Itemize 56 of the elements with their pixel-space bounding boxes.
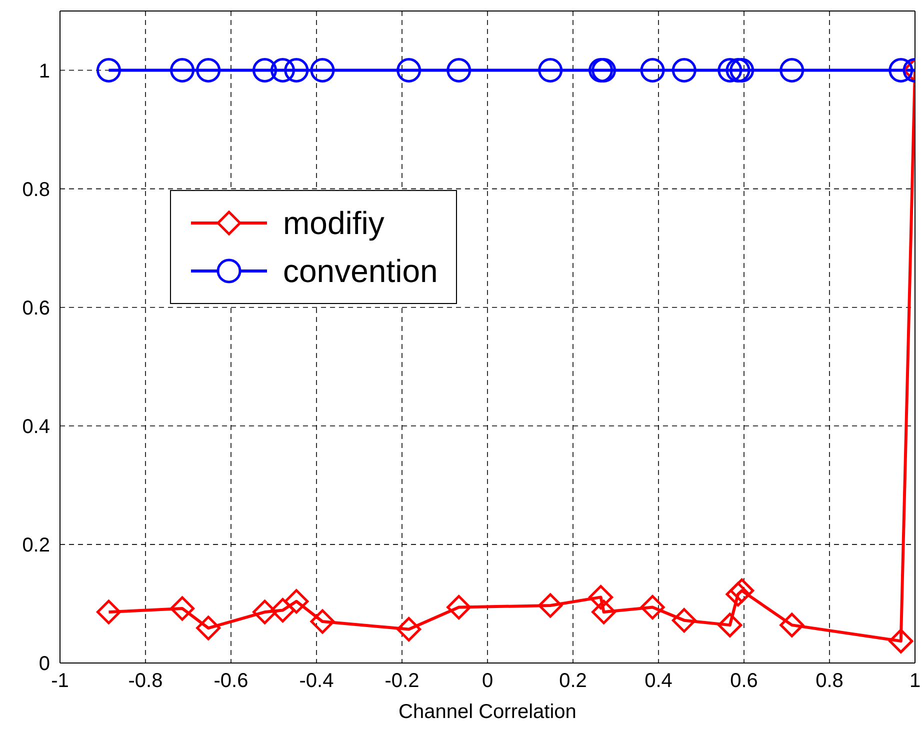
y-tick-label: 0.8: [22, 178, 50, 201]
x-tick-label: -1: [51, 670, 69, 692]
point: [726, 58, 750, 83]
point: [252, 600, 278, 624]
point: [284, 58, 309, 83]
legend-label: convention: [283, 252, 438, 290]
point: [310, 58, 335, 83]
x-axis-title: Channel Correlation: [398, 701, 576, 723]
x-tick-label: -0.2: [384, 670, 420, 692]
point: [718, 612, 742, 638]
point: [96, 600, 121, 624]
x-tick-label: 0: [482, 670, 494, 692]
point: [640, 595, 665, 620]
point: [446, 58, 472, 83]
point: [780, 58, 804, 83]
point: [640, 58, 665, 83]
y-tick-label: 0.2: [22, 534, 50, 557]
point: [538, 58, 563, 83]
y-tick-label: 0: [38, 653, 50, 676]
point: [310, 609, 335, 634]
point: [96, 58, 121, 83]
point: [588, 584, 614, 610]
point: [284, 589, 309, 614]
point: [170, 58, 195, 83]
point: [718, 58, 742, 83]
x-tick-label: 0.4: [644, 670, 672, 692]
x-tick-label: 0.8: [816, 670, 844, 692]
point: [270, 58, 295, 83]
y-tick-label: 0.4: [22, 416, 50, 438]
x-tick-label: 0.6: [730, 670, 758, 692]
point: [672, 608, 696, 633]
y-tick-label: 1: [38, 60, 50, 82]
point: [730, 58, 754, 83]
point: [446, 595, 472, 620]
x-tick-label: -0.4: [299, 670, 334, 692]
x-tick-label: 0.2: [559, 670, 587, 692]
y-tick-label: 0.6: [22, 297, 50, 320]
point: [592, 600, 616, 624]
point: [252, 58, 278, 83]
point: [672, 58, 696, 83]
point: [538, 593, 563, 618]
point: [396, 58, 422, 83]
x-tick-label: 1: [909, 670, 921, 692]
x-tick-label: -0.8: [128, 670, 163, 692]
point: [726, 582, 750, 606]
point: [196, 616, 221, 640]
point: [170, 596, 195, 621]
point: [888, 628, 914, 654]
point: [270, 598, 295, 622]
point: [888, 58, 914, 83]
x-tick-label: -0.6: [214, 670, 248, 692]
point: [730, 578, 754, 603]
legend-label: modifiy: [283, 204, 384, 242]
point: [196, 58, 221, 83]
point: [780, 612, 804, 638]
point: [396, 616, 422, 642]
